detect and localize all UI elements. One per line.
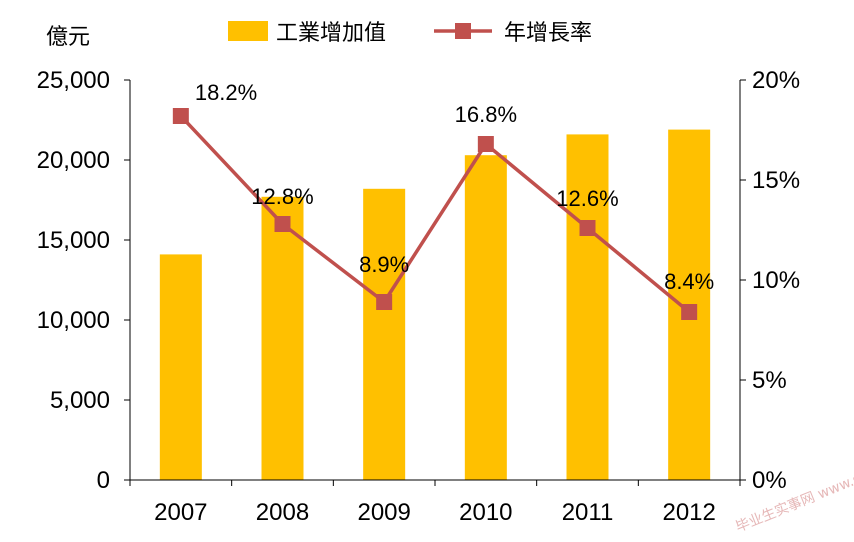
left-axis-unit: 億元 bbox=[46, 25, 90, 50]
growth-line bbox=[179, 114, 691, 314]
x-tick-label: 2009 bbox=[357, 499, 410, 526]
x-tick-label: 2011 bbox=[562, 499, 614, 526]
growth-label-2012: 8.4% bbox=[664, 269, 714, 294]
growth-marker-2010 bbox=[477, 136, 494, 152]
left-tick-label: 25,000 bbox=[37, 67, 110, 94]
legend: 工業增加值 年增長率 bbox=[228, 21, 592, 46]
left-tick-label: 10,000 bbox=[37, 307, 110, 334]
bar-2007 bbox=[159, 254, 202, 480]
growth-label-2011: 12.6% bbox=[556, 186, 618, 211]
bar-2008 bbox=[261, 196, 304, 481]
growth-marker-2012 bbox=[681, 304, 698, 320]
growth-label-2007: 18.2% bbox=[195, 80, 257, 105]
legend-line-marker bbox=[455, 23, 471, 39]
right-tick-label: 0% bbox=[752, 467, 787, 494]
growth-marker-2008 bbox=[274, 216, 291, 232]
x-tick-label: 2007 bbox=[154, 499, 207, 526]
labels-layer: 18.2% 12.8% 8.9% 16.8% 12.6% 8.4% bbox=[195, 80, 714, 294]
left-tick-label: 20,000 bbox=[37, 147, 110, 174]
legend-line-label: 年增長率 bbox=[504, 21, 592, 46]
bar-2009 bbox=[363, 188, 406, 481]
right-tick-label: 10% bbox=[752, 267, 800, 294]
growth-marker-2009 bbox=[376, 294, 393, 310]
left-tick-label: 0 bbox=[97, 467, 110, 494]
x-tick-label: 2010 bbox=[459, 499, 512, 526]
growth-label-2008: 12.8% bbox=[251, 184, 313, 209]
x-tick-label: 2008 bbox=[256, 499, 309, 526]
legend-bar-swatch bbox=[228, 21, 268, 41]
line-layer bbox=[172, 108, 698, 320]
growth-marker-2011 bbox=[579, 220, 596, 236]
right-tick-label: 5% bbox=[752, 367, 787, 394]
growth-label-2009: 8.9% bbox=[359, 252, 409, 277]
growth-label-2010: 16.8% bbox=[455, 102, 517, 127]
left-tick-label: 5,000 bbox=[50, 387, 110, 414]
legend-bar-label: 工業增加值 bbox=[276, 21, 386, 46]
axes-layer: 0 5,000 10,000 15,000 20,000 25,000 0% 5% 10% 15%… bbox=[37, 67, 800, 526]
left-tick-label: 15,000 bbox=[37, 227, 110, 254]
bar-2011 bbox=[566, 134, 609, 480]
bar-2010 bbox=[464, 155, 507, 480]
right-tick-label: 15% bbox=[752, 167, 800, 194]
right-tick-label: 20% bbox=[752, 67, 800, 94]
x-tick-label: 2012 bbox=[662, 499, 715, 526]
growth-marker-2007 bbox=[172, 108, 189, 124]
